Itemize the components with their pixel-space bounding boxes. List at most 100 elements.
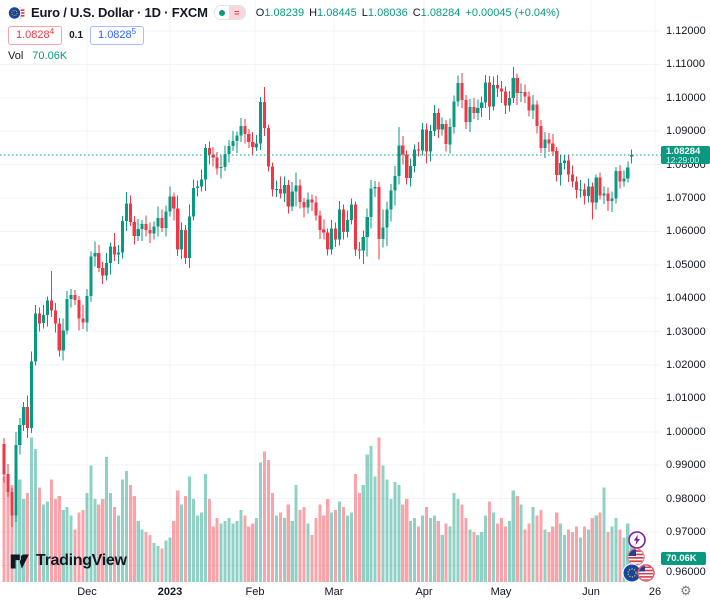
us-flag-small-icon[interactable] — [637, 564, 655, 582]
candle-body — [239, 126, 243, 136]
candle-body — [330, 228, 334, 250]
candle-body — [176, 208, 180, 250]
candle-body — [101, 268, 105, 276]
volume-bar — [65, 507, 69, 582]
candle-body — [184, 230, 188, 258]
us-flag-icon[interactable] — [627, 548, 645, 566]
volume-bar — [30, 437, 34, 582]
candle-body — [215, 157, 219, 169]
candle-body — [109, 246, 113, 263]
volume-bar — [365, 454, 369, 583]
volume-bar — [61, 509, 65, 583]
candle-body — [286, 185, 290, 207]
volume-bar — [369, 446, 373, 582]
volume-bar — [472, 532, 476, 582]
bar-countdown: 12:29:00 — [666, 155, 700, 165]
candle-body — [610, 198, 614, 201]
volume-bar — [184, 496, 188, 582]
candle-body — [420, 129, 425, 151]
volume-bar — [452, 493, 456, 582]
candle-body — [57, 323, 61, 351]
volume-bar — [243, 515, 247, 582]
candle-body — [26, 407, 30, 429]
volume-bar — [310, 534, 314, 582]
volume-bar — [507, 521, 511, 583]
tradingview-watermark[interactable]: TradingView — [10, 552, 127, 570]
candle-body — [578, 189, 582, 191]
volume-bar — [298, 509, 302, 583]
candle-body — [523, 91, 527, 97]
candle-body — [381, 227, 385, 240]
volume-bar — [523, 529, 527, 582]
candle-body — [618, 170, 622, 182]
volume-bar — [393, 482, 397, 582]
volume-bar — [290, 521, 294, 583]
high-label: H — [309, 6, 318, 19]
market-status-pill[interactable]: = — [213, 5, 246, 20]
candle-body — [582, 189, 586, 196]
volume-bar — [511, 490, 515, 582]
candle-body — [235, 135, 239, 142]
candle-body — [22, 407, 26, 426]
candle-body — [30, 361, 34, 429]
axis-settings-gear-icon[interactable]: ⚙ — [680, 583, 692, 598]
volume-bar — [195, 515, 199, 582]
volume-bar — [341, 507, 346, 582]
volume-bar — [436, 521, 440, 583]
volume-bar — [18, 479, 22, 582]
candle-body — [318, 215, 322, 230]
volume-bar — [610, 526, 614, 582]
candle-body — [156, 218, 160, 227]
candle-body — [148, 230, 152, 234]
candle-body — [266, 127, 271, 167]
volume-tag: 70.06K — [661, 552, 706, 565]
candle-body — [132, 222, 136, 236]
candle-body — [499, 88, 503, 92]
candle-body — [53, 310, 57, 324]
candle-body — [507, 97, 511, 106]
volume-bar — [93, 498, 97, 583]
volume-bar — [503, 526, 507, 582]
volume-bar — [330, 512, 334, 582]
price-axis-label: 1.09000 — [666, 125, 706, 138]
candle-body — [527, 96, 531, 111]
volume-bar — [389, 498, 393, 583]
volume-bar — [574, 526, 579, 582]
price-axis-label: 1.07000 — [666, 192, 706, 204]
volume-readout: Vol 70.06K — [8, 50, 560, 62]
candle-body — [61, 330, 65, 351]
volume-bar — [168, 537, 172, 582]
volume-bar — [101, 498, 105, 583]
symbol-title[interactable]: Euro / U.S. Dollar · 1D · FXCM — [31, 5, 208, 20]
volume-bar — [69, 515, 73, 582]
bid-price-fraction: 4 — [49, 26, 55, 36]
volume-bar — [397, 484, 401, 582]
candle-body — [326, 232, 330, 250]
candle-body — [211, 154, 215, 158]
volume-bar — [424, 507, 428, 582]
quick-actions-lightning-icon[interactable] — [628, 531, 646, 549]
candle-body — [282, 185, 286, 194]
volume-bar — [294, 484, 298, 582]
candle-body — [543, 139, 547, 148]
volume-bar — [416, 526, 421, 582]
volume-bar — [440, 534, 444, 582]
candle-body — [444, 124, 448, 145]
volume-bar — [361, 484, 365, 582]
candle-body — [81, 318, 85, 323]
candle-body — [263, 102, 267, 128]
volume-bar — [37, 487, 42, 582]
buy-price-button[interactable]: 1.0828 5 — [90, 25, 145, 45]
candle-body — [373, 187, 377, 189]
candle-body — [503, 91, 507, 106]
volume-bar — [563, 534, 567, 582]
volume-bar — [349, 512, 353, 582]
candle-body — [120, 221, 124, 253]
candle-body — [69, 294, 73, 300]
volume-bar — [274, 515, 278, 582]
volume-bar — [551, 526, 555, 582]
candle-body — [112, 246, 117, 255]
sell-price-button[interactable]: 1.0828 4 — [8, 25, 63, 45]
